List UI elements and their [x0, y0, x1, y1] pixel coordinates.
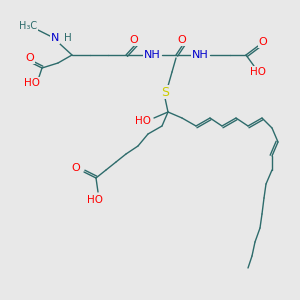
Text: NH: NH [192, 50, 208, 60]
Text: H: H [64, 33, 72, 43]
Text: N: N [51, 33, 59, 43]
Text: HO: HO [24, 78, 40, 88]
Text: HO: HO [250, 67, 266, 77]
Text: O: O [26, 53, 34, 63]
Text: S: S [161, 85, 169, 98]
Text: H₃C: H₃C [19, 21, 37, 31]
Text: HO: HO [87, 195, 103, 205]
Text: O: O [130, 35, 138, 45]
Text: O: O [178, 35, 186, 45]
Text: O: O [72, 163, 80, 173]
Text: HO: HO [135, 116, 151, 126]
Text: NH: NH [144, 50, 160, 60]
Text: O: O [259, 37, 267, 47]
